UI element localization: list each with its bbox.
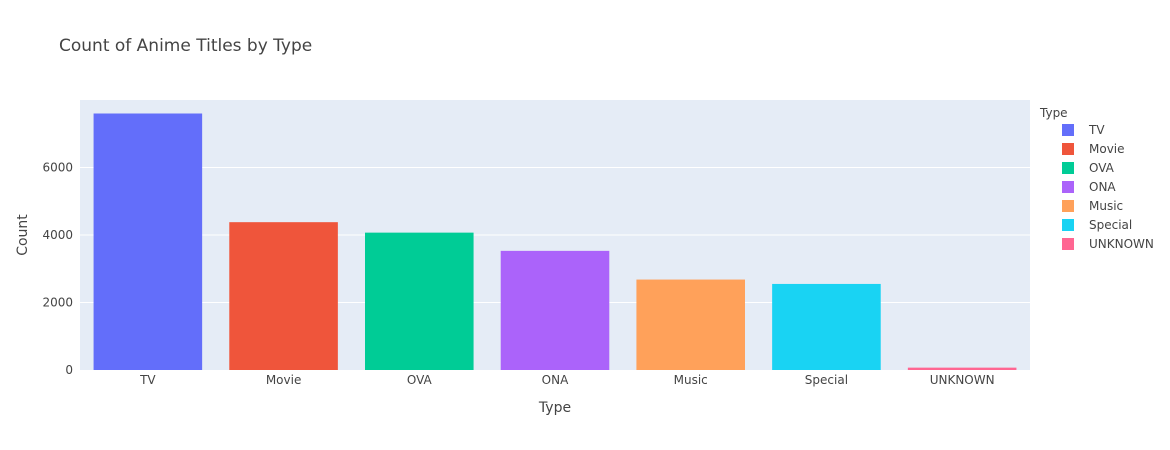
legend-label: TV [1088,123,1105,137]
legend-item-music[interactable]: Music [1062,199,1123,213]
legend-swatch [1062,200,1074,212]
legend-label: Music [1089,199,1123,213]
legend-label: UNKNOWN [1089,237,1154,251]
legend-label: Special [1089,218,1132,232]
bar-unknown[interactable] [907,367,1017,370]
legend-swatch [1062,162,1074,174]
bar-special[interactable] [772,283,881,370]
y-tick-label: 0 [65,363,73,377]
legend-swatch [1062,124,1074,136]
x-tick-label: TV [139,373,156,387]
legend-item-unknown[interactable]: UNKNOWN [1062,237,1154,251]
bars [93,113,1017,371]
x-tick-label: OVA [407,373,433,387]
x-tick-label: ONA [542,373,569,387]
legend-swatch [1062,143,1074,155]
y-tick-label: 4000 [42,228,73,242]
legend-item-special[interactable]: Special [1062,218,1132,232]
y-axis-title: Count [15,214,31,256]
legend-item-tv[interactable]: TV [1062,123,1105,137]
x-tick-label: UNKNOWN [930,373,995,387]
legend: Type TV Movie OVA ONA Music Special UNKNOWN [1039,106,1154,251]
y-tick-label: 6000 [42,161,73,175]
x-axis-ticks: TV Movie OVA ONA Music Special UNKNOWN [139,373,995,387]
x-axis-title: Type [538,400,571,416]
bar-movie[interactable] [229,222,338,370]
x-tick-label: Music [674,373,708,387]
y-tick-label: 2000 [42,296,73,310]
bar-music[interactable] [636,279,745,370]
legend-label: ONA [1089,180,1116,194]
bar-ona[interactable] [500,250,610,370]
legend-swatch [1062,181,1074,193]
legend-swatch [1062,219,1074,231]
legend-label: OVA [1089,161,1115,175]
x-tick-label: Movie [266,373,302,387]
legend-label: Movie [1089,142,1125,156]
legend-item-movie[interactable]: Movie [1062,142,1125,156]
bar-ova[interactable] [365,232,474,370]
y-axis-ticks: 0 2000 4000 6000 [42,161,73,378]
legend-swatch [1062,238,1074,250]
bar-tv[interactable] [93,113,203,371]
legend-item-ova[interactable]: OVA [1062,161,1115,175]
legend-item-ona[interactable]: ONA [1062,180,1116,194]
legend-title: Type [1039,106,1068,120]
x-tick-label: Special [805,373,848,387]
chart-title: Count of Anime Titles by Type [59,36,312,56]
